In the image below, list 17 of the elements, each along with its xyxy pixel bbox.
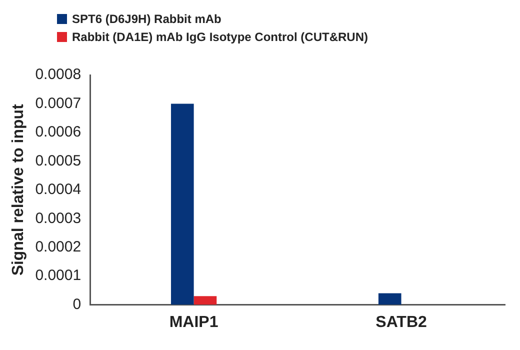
bar [194, 296, 217, 305]
y-tick-label: 0.0001 [35, 267, 82, 284]
legend-label: Rabbit (DA1E) mAb IgG Isotype Control (CUT&RUN) [72, 29, 368, 46]
y-tick-label: 0.0008 [35, 66, 82, 84]
bar [170, 104, 194, 305]
y-tick-label: 0.0002 [35, 238, 82, 256]
x-tick-label: SATB2 [376, 314, 428, 331]
legend-label: SPT6 (D6J9H) Rabbit mAb [72, 11, 222, 28]
y-tick-label: 0.0003 [35, 210, 82, 227]
y-tick-label: 0.0004 [35, 181, 82, 198]
bar [378, 293, 402, 305]
y-tick-label: 0.0006 [35, 124, 82, 141]
y-axis-title: Signal relative to input [10, 103, 28, 276]
y-tick-label: 0 [72, 296, 82, 313]
x-tick-label: MAIP1 [169, 314, 218, 331]
y-tick-label: 0.0007 [35, 94, 82, 112]
y-tick-label: 0.0005 [35, 152, 82, 170]
